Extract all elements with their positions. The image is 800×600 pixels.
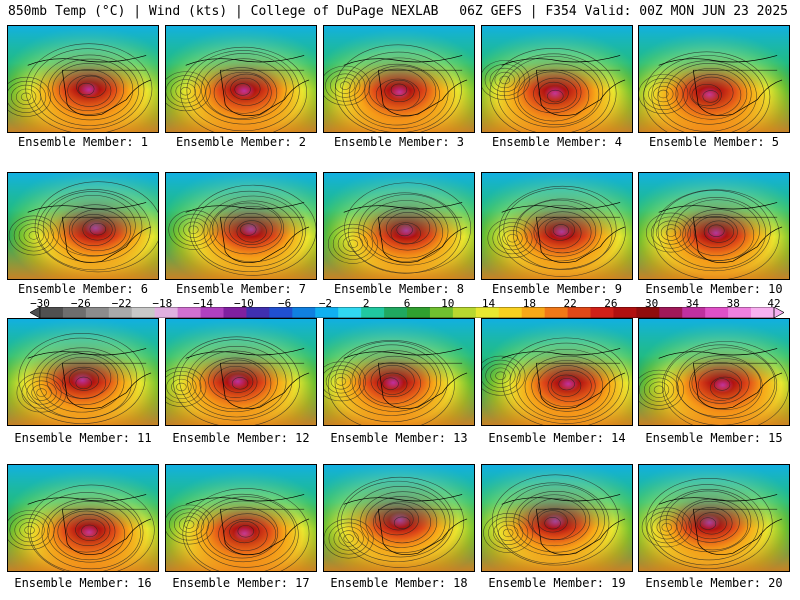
colorbar-swatch [315,307,339,318]
colorbar-swatch [108,307,133,318]
ensemble-member-label: Ensemble Member: 16 [14,576,152,590]
product-title: 850mb Temp (°C) | Wind (kts) | College o… [8,4,439,19]
colorbar-tick: −22 [111,297,132,310]
ensemble-member-label: Ensemble Member: 20 [645,576,783,590]
ensemble-member-label: Ensemble Member: 9 [491,282,623,296]
colorbar-swatch [659,307,683,318]
colorbar-swatch [131,307,155,318]
colorbar-tick: 22 [563,297,577,310]
colorbar-tick: 18 [522,297,536,310]
ensemble-member-label: Ensemble Member: 7 [175,282,307,296]
colorbar-swatch [40,307,64,318]
colorbar-swatch [567,307,591,318]
colorbar-swatch [200,307,224,318]
ensemble-member-map-4 [481,25,633,133]
colorbar-swatch [590,307,614,318]
colorbar-tick: −10 [233,297,254,310]
colorbar-swatch [85,307,110,318]
ensemble-member-label: Ensemble Member: 6 [17,282,149,296]
ensemble-member-map-7 [165,172,317,280]
colorbar-tick: 10 [441,297,455,310]
colorbar-swatch [429,307,454,318]
colorbar-tick: −18 [152,297,173,310]
ensemble-member-label: Ensemble Member: 13 [330,431,468,445]
ensemble-member-label: Ensemble Member: 17 [172,576,310,590]
colorbar-swatch [613,307,637,318]
colorbar-tick: −26 [70,297,91,310]
colorbar-tick: −6 [278,297,292,310]
colorbar-swatch [407,307,431,318]
ensemble-member-map-15 [638,318,790,426]
ensemble-member-label: Ensemble Member: 18 [330,576,468,590]
colorbar-tick: −30 [30,297,50,310]
ensemble-member-map-17 [165,464,317,572]
ensemble-member-label: Ensemble Member: 5 [648,135,780,149]
ensemble-member-map-5 [638,25,790,133]
ensemble-member-label: Ensemble Member: 10 [645,282,783,296]
ensemble-member-map-10 [638,172,790,280]
ensemble-member-map-8 [323,172,475,280]
colorbar-swatch [544,307,568,318]
ensemble-member-map-18 [323,464,475,572]
colorbar-tick: −14 [193,297,214,310]
colorbar-tick: 42 [767,297,781,310]
colorbar-swatch [292,307,316,318]
colorbar-swatch [452,307,477,318]
ensemble-member-map-16 [7,464,159,572]
ensemble-member-map-1 [7,25,159,133]
colorbar-tick: 26 [604,297,618,310]
colorbar-swatch [177,307,201,318]
colorbar-swatch [728,307,752,318]
colorbar-swatch [246,307,270,318]
colorbar-swatch [636,307,660,318]
temperature-colorbar [30,307,784,318]
ensemble-member-map-6 [7,172,159,280]
colorbar-swatch [705,307,729,318]
colorbar-swatch [521,307,545,318]
colorbar-swatch [62,307,87,318]
ensemble-member-label: Ensemble Member: 3 [333,135,465,149]
colorbar-tick: 2 [362,297,370,310]
ensemble-member-map-13 [323,318,475,426]
run-valid-time: 06Z GEFS | F354 Valid: 00Z MON JUN 23 20… [459,4,788,19]
colorbar-tick: −2 [318,297,333,310]
colorbar-tick: 14 [481,297,496,310]
ensemble-member-map-2 [165,25,317,133]
colorbar-tick: 30 [645,297,659,310]
colorbar-tick: 38 [726,297,740,310]
colorbar-swatch [498,307,522,318]
ensemble-member-map-9 [481,172,633,280]
colorbar-swatch [751,307,775,318]
ensemble-member-label: Ensemble Member: 1 [17,135,149,149]
colorbar-swatch [361,307,385,318]
page-header: 850mb Temp (°C) | Wind (kts) | College o… [0,0,800,22]
ensemble-member-label: Ensemble Member: 8 [333,282,465,296]
ensemble-member-map-12 [165,318,317,426]
ensemble-member-label: Ensemble Member: 12 [172,431,310,445]
colorbar-swatch [384,307,408,318]
ensemble-member-map-11 [7,318,159,426]
ensemble-member-map-19 [481,464,633,572]
colorbar-swatch [338,307,362,318]
colorbar-swatch [154,307,178,318]
colorbar-swatch [682,307,706,318]
ensemble-member-label: Ensemble Member: 2 [175,135,307,149]
colorbar-swatch [475,307,500,318]
ensemble-member-map-14 [481,318,633,426]
ensemble-member-label: Ensemble Member: 19 [488,576,626,590]
ensemble-member-label: Ensemble Member: 11 [14,431,152,445]
ensemble-member-map-20 [638,464,790,572]
colorbar-swatch [269,307,293,318]
ensemble-member-label: Ensemble Member: 14 [488,431,626,445]
ensemble-member-label: Ensemble Member: 4 [491,135,623,149]
colorbar-tick: 34 [685,297,700,310]
ensemble-member-map-3 [323,25,475,133]
colorbar-tick: 6 [403,297,411,310]
ensemble-member-label: Ensemble Member: 15 [645,431,783,445]
colorbar-swatch [223,307,247,318]
colorbar-tick-labels: −30 −26 −22 −18 −14 −10 −6 −2 2 6 10 14 18 22 26 30 34 38… [30,297,784,310]
